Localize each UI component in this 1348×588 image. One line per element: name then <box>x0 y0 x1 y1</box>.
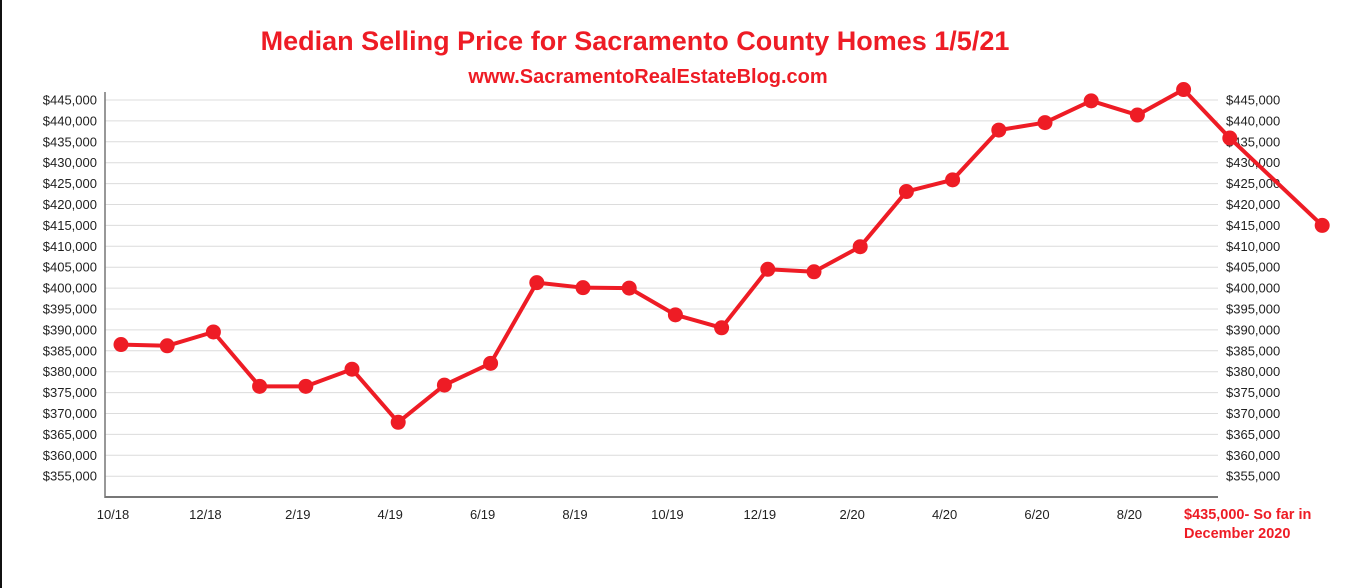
y-tick-label-right: $365,000 <box>1226 427 1280 442</box>
data-point <box>621 280 637 296</box>
y-tick-label-right: $445,000 <box>1226 93 1280 108</box>
data-point <box>483 355 499 371</box>
data-point <box>1037 115 1053 131</box>
data-point <box>1129 107 1145 123</box>
y-tick-label-right: $360,000 <box>1226 448 1280 463</box>
data-point <box>436 377 452 393</box>
data-point <box>113 337 129 353</box>
grid-lines <box>105 99 1218 477</box>
y-tick-label-right: $415,000 <box>1226 218 1280 233</box>
series-median-price <box>113 82 1330 430</box>
series-line <box>120 87 1324 425</box>
y-tick-label-left: $400,000 <box>43 281 97 296</box>
data-point <box>529 275 545 291</box>
x-tick-label: 10/19 <box>651 507 684 522</box>
data-point <box>575 280 591 296</box>
y-tick-label-left: $410,000 <box>43 239 97 254</box>
left-border <box>0 0 2 588</box>
data-point <box>714 320 730 336</box>
x-tick-label: 8/20 <box>1117 507 1142 522</box>
y-axis-left: $445,000 $440,000 $435,000 $430,000 $425,000… <box>43 93 97 484</box>
data-point <box>205 324 221 340</box>
y-tick-label-left: $405,000 <box>43 260 97 275</box>
y-tick-label-left: $385,000 <box>43 343 97 358</box>
data-point <box>760 261 776 277</box>
y-tick-label-left: $440,000 <box>43 113 97 128</box>
x-tick-label: 2/20 <box>840 507 865 522</box>
y-tick-label-left: $430,000 <box>43 155 97 170</box>
y-tick-label-left: $355,000 <box>43 469 97 484</box>
y-tick-label-right: $370,000 <box>1226 406 1280 421</box>
y-tick-label-right: $375,000 <box>1226 385 1280 400</box>
x-tick-label: 2/19 <box>285 507 310 522</box>
data-point <box>1314 217 1330 233</box>
data-point <box>1176 82 1192 98</box>
y-tick-label-right: $400,000 <box>1226 281 1280 296</box>
x-tick-label: 10/18 <box>97 507 130 522</box>
data-point <box>1222 130 1238 146</box>
y-tick-label-left: $445,000 <box>43 93 97 108</box>
data-point <box>667 307 683 323</box>
x-tick-label: 12/18 <box>189 507 222 522</box>
x-tick-label: 6/19 <box>470 507 495 522</box>
data-point <box>898 184 914 200</box>
data-point <box>991 122 1007 138</box>
y-tick-label-left: $375,000 <box>43 385 97 400</box>
chart-subtitle: www.SacramentoRealEstateBlog.com <box>468 66 828 88</box>
y-tick-label-left: $370,000 <box>43 406 97 421</box>
y-tick-label-right: $420,000 <box>1226 197 1280 212</box>
data-point <box>252 378 268 394</box>
y-tick-label-right: $410,000 <box>1226 239 1280 254</box>
chart-title: Median Selling Price for Sacramento Coun… <box>260 26 1010 56</box>
y-tick-label-left: $380,000 <box>43 364 97 379</box>
y-tick-label-right: $390,000 <box>1226 322 1280 337</box>
y-tick-label-left: $390,000 <box>43 322 97 337</box>
x-axis: 10/18 12/18 2/19 4/19 6/19 8/19 10/19 12/19 2/20… <box>97 92 1218 522</box>
y-tick-label-right: $395,000 <box>1226 302 1280 317</box>
annotation-line-2: December 2020 <box>1184 526 1291 542</box>
y-tick-label-left: $415,000 <box>43 218 97 233</box>
y-axis-right: $445,000$440,000$435,000$430,000$425,000… <box>1226 93 1280 484</box>
data-point <box>344 361 360 377</box>
data-point <box>159 338 175 354</box>
y-tick-label-right: $380,000 <box>1226 364 1280 379</box>
data-point <box>390 414 406 430</box>
y-tick-label-left: $420,000 <box>43 197 97 212</box>
x-tick-label: 6/20 <box>1024 507 1049 522</box>
x-tick-label: 8/19 <box>562 507 587 522</box>
y-tick-label-right: $405,000 <box>1226 260 1280 275</box>
y-tick-label-right: $440,000 <box>1226 113 1280 128</box>
y-tick-label-left: $395,000 <box>43 302 97 317</box>
data-point <box>945 172 961 188</box>
data-point <box>298 378 314 394</box>
y-tick-label-right: $425,000 <box>1226 176 1280 191</box>
annotation-line-1: $435,000- So far in <box>1184 507 1312 523</box>
y-tick-label-left: $365,000 <box>43 427 97 442</box>
x-tick-label: 12/19 <box>744 507 777 522</box>
x-tick-label: 4/20 <box>932 507 957 522</box>
data-point <box>852 239 868 255</box>
y-tick-label-right: $385,000 <box>1226 343 1280 358</box>
december-annotation: $435,000- So far in December 2020 <box>1184 506 1311 544</box>
y-tick-label-right: $355,000 <box>1226 469 1280 484</box>
data-point <box>806 264 822 280</box>
data-point <box>1083 93 1099 109</box>
x-tick-label: 4/19 <box>378 507 403 522</box>
y-tick-label-left: $425,000 <box>43 176 97 191</box>
y-tick-label-left: $435,000 <box>43 134 97 149</box>
y-tick-label-left: $360,000 <box>43 448 97 463</box>
